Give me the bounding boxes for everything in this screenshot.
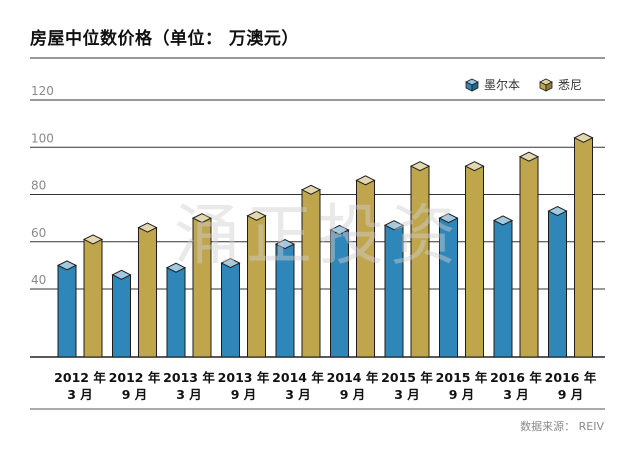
bar-sydney-7-cap [464,161,485,172]
y-tick-label-60: 60 [31,226,46,240]
source-label: 数据来源： REIV [520,419,604,433]
watermark: 涌正投资 [174,197,462,274]
bar-sydney-4 [300,184,322,358]
bar-melbourne-2 [165,262,187,358]
bar-melbourne-3 [220,257,241,358]
bar-sydney-8-cap [518,151,540,162]
bar-sydney-8-body [519,156,539,358]
y-tick-label-40: 40 [31,273,46,287]
bar-melbourne-2-cap [165,262,187,273]
bar-melbourne-4-cap [274,239,296,250]
bar-melbourne-3-body [221,262,240,358]
bar-melbourne-0-body [57,264,77,358]
bar-melbourne-7 [438,213,459,358]
legend-icon-melbourne [465,78,479,92]
bar-melbourne-0-cap [56,260,78,271]
bar-melbourne-1-cap [111,269,132,280]
bar-sydney-4-cap [300,184,322,195]
bar-sydney-5 [355,175,376,358]
bar-melbourne-8-cap [492,215,514,226]
bar-melbourne-9-cap [547,205,568,217]
y-axis-ticks: 40 60 80 100 120 [31,84,54,287]
bar-melbourne-6 [383,220,405,358]
bar-sydney-0 [82,234,104,358]
y-tick-label-80: 80 [31,179,46,193]
bar-melbourne-9 [547,205,568,358]
bar-sydney-2-cap [191,213,213,224]
bar-melbourne-5-cap [329,224,350,235]
bar-sydney-3 [246,210,267,358]
bar-melbourne-2-body [166,267,186,358]
y-tick-label-120: 120 [31,84,54,98]
bar-sydney-0-body [83,238,103,358]
bar-sydney-9-cap [573,132,594,143]
bar-sydney-0-cap [82,234,104,245]
bar-sydney-6 [409,161,431,358]
bar-sydney-8 [518,151,540,358]
watermark-text: 涌正投资 [174,197,462,274]
bar-sydney-6-cap [409,161,431,172]
bar-sydney-5-cap [355,175,376,186]
bar-melbourne-6-cap [383,220,405,231]
bar-sydney-3-cap [246,210,267,221]
legend: 墨尔本 悉尼 [465,77,582,92]
bar-melbourne-4 [274,239,296,358]
legend-icon-sydney-right [545,81,553,92]
bar-melbourne-0 [56,260,78,358]
bar-sydney-7 [464,161,485,358]
legend-icon-sydney [539,78,553,92]
bar-melbourne-8 [492,215,514,358]
bar-melbourne-8-body [493,219,513,358]
bar-melbourne-5 [329,224,350,358]
bar-sydney-9 [573,132,594,358]
bar-sydney-7-body [465,165,484,358]
bars [56,132,594,358]
bar-melbourne-1-body [112,274,131,358]
bar-sydney-1 [137,222,158,358]
bar-sydney-1-cap [137,222,158,233]
bar-melbourne-3-cap [220,257,241,269]
legend-label-sydney: 悉尼 [558,78,582,92]
bar-melbourne-7-cap [438,213,459,224]
bar-sydney-9-body [574,137,593,358]
bar-sydney-2 [191,213,213,358]
bar-melbourne-1 [111,269,132,358]
chart-title: 房屋中位数价格（单位： 万澳元） [30,29,299,49]
legend-icon-melbourne-right [471,81,479,92]
source-note: 数据来源： REIV [520,419,604,433]
y-tick-label-100: 100 [31,131,54,145]
legend-label-melbourne: 墨尔本 [484,77,520,92]
bar-melbourne-9-body [548,210,567,358]
bar-sydney-1-body [138,227,157,358]
